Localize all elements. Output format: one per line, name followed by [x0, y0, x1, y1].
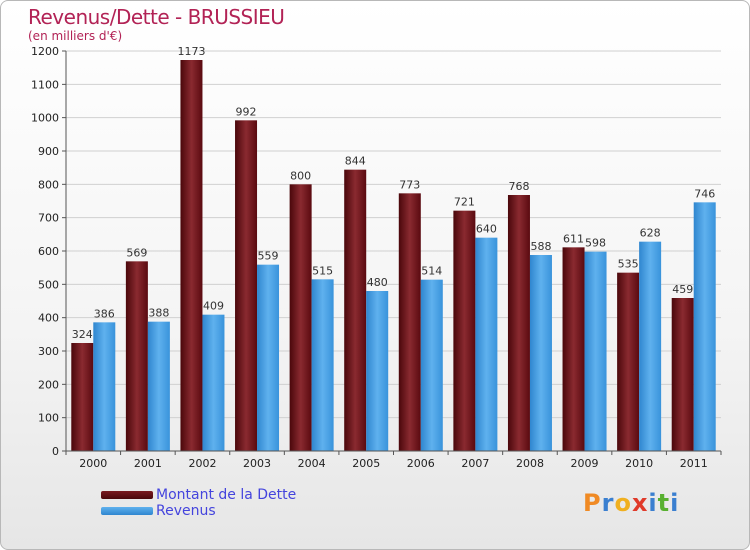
legend-item-dette: Montant de la Dette	[101, 487, 296, 503]
data-label: 598	[585, 237, 606, 250]
x-tick-label: 2005	[352, 457, 380, 470]
data-label: 768	[508, 180, 529, 193]
x-tick-label: 2010	[625, 457, 653, 470]
bar-revenus	[584, 251, 607, 451]
bar-dette	[235, 120, 258, 451]
logo-letter: o	[614, 489, 632, 517]
x-tick-label: 2011	[680, 457, 708, 470]
bar-dette	[671, 298, 694, 451]
data-label: 569	[126, 246, 147, 259]
data-label: 746	[694, 187, 715, 200]
data-label: 514	[421, 265, 442, 278]
bar-revenus	[639, 241, 662, 451]
y-tick-label: 800	[38, 178, 59, 191]
bar-dette	[125, 261, 148, 451]
bar-revenus	[257, 264, 280, 451]
logo-letter: P	[583, 489, 602, 517]
logo-letter: r	[601, 489, 615, 517]
bar-dette	[562, 247, 585, 451]
y-tick-label: 200	[38, 378, 59, 391]
legend-item-revenus: Revenus	[101, 503, 296, 519]
y-tick-label: 300	[38, 345, 59, 358]
bar-revenus	[475, 237, 498, 451]
bar-dette	[398, 193, 421, 452]
data-label: 459	[672, 283, 693, 296]
y-tick-label: 1200	[31, 45, 59, 58]
bar-dette	[180, 60, 203, 451]
legend-label-revenus: Revenus	[156, 503, 216, 519]
data-label: 992	[236, 105, 257, 118]
data-label: 844	[345, 155, 366, 168]
y-tick-label: 1000	[31, 112, 59, 125]
data-label: 535	[618, 258, 639, 271]
bar-revenus	[202, 314, 225, 451]
y-tick-label: 100	[38, 412, 59, 425]
data-label: 628	[640, 227, 661, 240]
logo-letter: x	[631, 489, 649, 517]
x-tick-label: 2000	[79, 457, 107, 470]
x-tick-label: 2007	[461, 457, 489, 470]
bar-dette	[71, 343, 94, 451]
legend-label-dette: Montant de la Dette	[156, 487, 297, 503]
logo-letter: i	[648, 489, 658, 517]
legend-swatch-dette	[101, 491, 153, 499]
y-tick-label: 600	[38, 245, 59, 258]
data-label: 386	[94, 307, 115, 320]
data-label: 773	[399, 178, 420, 191]
bar-dette	[344, 169, 367, 451]
bar-revenus	[311, 279, 334, 451]
y-tick-label: 700	[38, 212, 59, 225]
y-tick-label: 1100	[31, 78, 59, 91]
data-label: 611	[563, 232, 584, 245]
data-label: 324	[72, 328, 93, 341]
chart-title: Revenus/Dette - BRUSSIEU	[28, 5, 285, 29]
x-tick-label: 2001	[134, 457, 162, 470]
bar-dette	[453, 210, 476, 451]
data-label: 640	[476, 223, 497, 236]
x-tick-label: 2004	[298, 457, 326, 470]
bar-revenus	[93, 322, 116, 451]
x-tick-label: 2009	[571, 457, 599, 470]
bar-revenus	[366, 291, 389, 451]
y-tick-label: 900	[38, 145, 59, 158]
data-label: 388	[148, 307, 169, 320]
data-label: 800	[290, 169, 311, 182]
bar-revenus	[693, 202, 716, 451]
bar-revenus	[147, 321, 170, 451]
data-label: 409	[203, 300, 224, 313]
x-tick-label: 2002	[188, 457, 216, 470]
y-tick-label: 0	[52, 445, 59, 458]
x-tick-label: 2008	[516, 457, 544, 470]
data-label: 559	[258, 250, 279, 263]
x-tick-label: 2006	[407, 457, 435, 470]
legend-swatch-revenus	[101, 507, 153, 515]
logo-letter: i	[670, 489, 680, 517]
bar-revenus	[529, 255, 552, 451]
data-label: 480	[367, 276, 388, 289]
data-label: 721	[454, 196, 475, 209]
bar-revenus	[420, 279, 443, 451]
chart-subtitle: (en milliers d'€)	[28, 29, 123, 43]
bar-dette	[289, 184, 312, 452]
y-tick-label: 500	[38, 278, 59, 291]
y-tick-label: 400	[38, 312, 59, 325]
bar-dette	[617, 272, 640, 451]
x-tick-label: 2003	[243, 457, 271, 470]
legend: Montant de la Dette Revenus	[101, 487, 296, 519]
data-label: 588	[530, 240, 551, 253]
bar-dette	[507, 195, 530, 451]
proxiti-logo: Proxiti	[583, 489, 679, 517]
data-label: 1173	[177, 45, 205, 58]
logo-letter: t	[657, 489, 671, 517]
data-label: 515	[312, 264, 333, 277]
